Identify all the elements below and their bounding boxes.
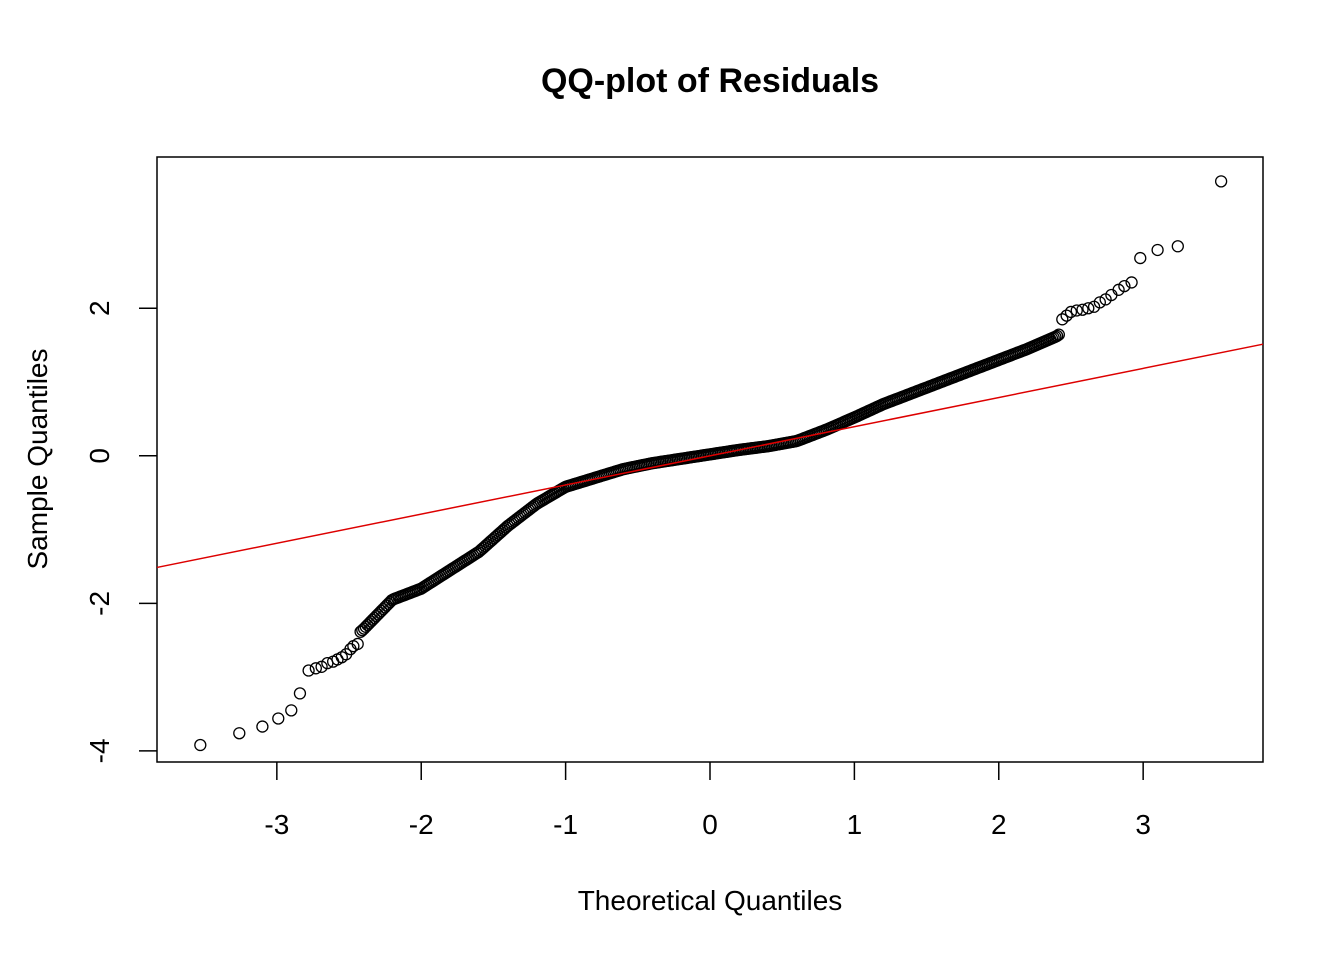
x-tick-label: 2	[991, 809, 1007, 840]
data-point	[309, 662, 322, 675]
y-axis-label: Sample Quantiles	[22, 348, 53, 569]
data-point	[1093, 296, 1106, 309]
data-point	[1056, 313, 1069, 326]
data-point	[293, 687, 307, 700]
data-point	[272, 712, 285, 725]
y-tick-label: -4	[84, 738, 115, 763]
data-point	[1070, 304, 1083, 317]
x-tick-label: -1	[553, 809, 578, 840]
data-point	[194, 738, 207, 752]
data-point	[1151, 243, 1164, 257]
data-point	[1125, 276, 1138, 289]
data-point	[1064, 305, 1078, 319]
chart-title: QQ-plot of Residuals	[541, 62, 879, 100]
data-point	[1134, 251, 1147, 265]
y-tick-label: 0	[84, 448, 115, 464]
x-tick-label: -3	[264, 809, 289, 840]
x-axis: -3 -2 -1 0 1 2 3	[264, 762, 1151, 840]
data-point	[1082, 302, 1095, 315]
data-point	[1171, 240, 1184, 253]
data-point	[1052, 328, 1065, 341]
data-point	[256, 720, 269, 733]
data-point	[351, 637, 364, 651]
x-tick-label: 0	[702, 809, 718, 840]
y-tick-label: -2	[84, 591, 115, 616]
points-layer	[194, 175, 1228, 752]
y-tick-label: 2	[84, 300, 115, 316]
reference-line	[156, 343, 1264, 569]
data-point	[1118, 279, 1131, 293]
data-point	[1076, 303, 1089, 316]
x-tick-label: -2	[409, 809, 434, 840]
x-tick-label: 3	[1135, 809, 1151, 840]
x-axis-label: Theoretical Quantiles	[578, 885, 843, 916]
data-point	[233, 727, 246, 740]
x-tick-label: 1	[847, 809, 863, 840]
data-point	[302, 664, 315, 677]
data-point	[1060, 309, 1073, 322]
data-point	[1214, 175, 1228, 188]
data-point	[1050, 329, 1064, 343]
y-axis: -4 -2 0 2	[84, 300, 157, 763]
data-point	[285, 704, 298, 717]
